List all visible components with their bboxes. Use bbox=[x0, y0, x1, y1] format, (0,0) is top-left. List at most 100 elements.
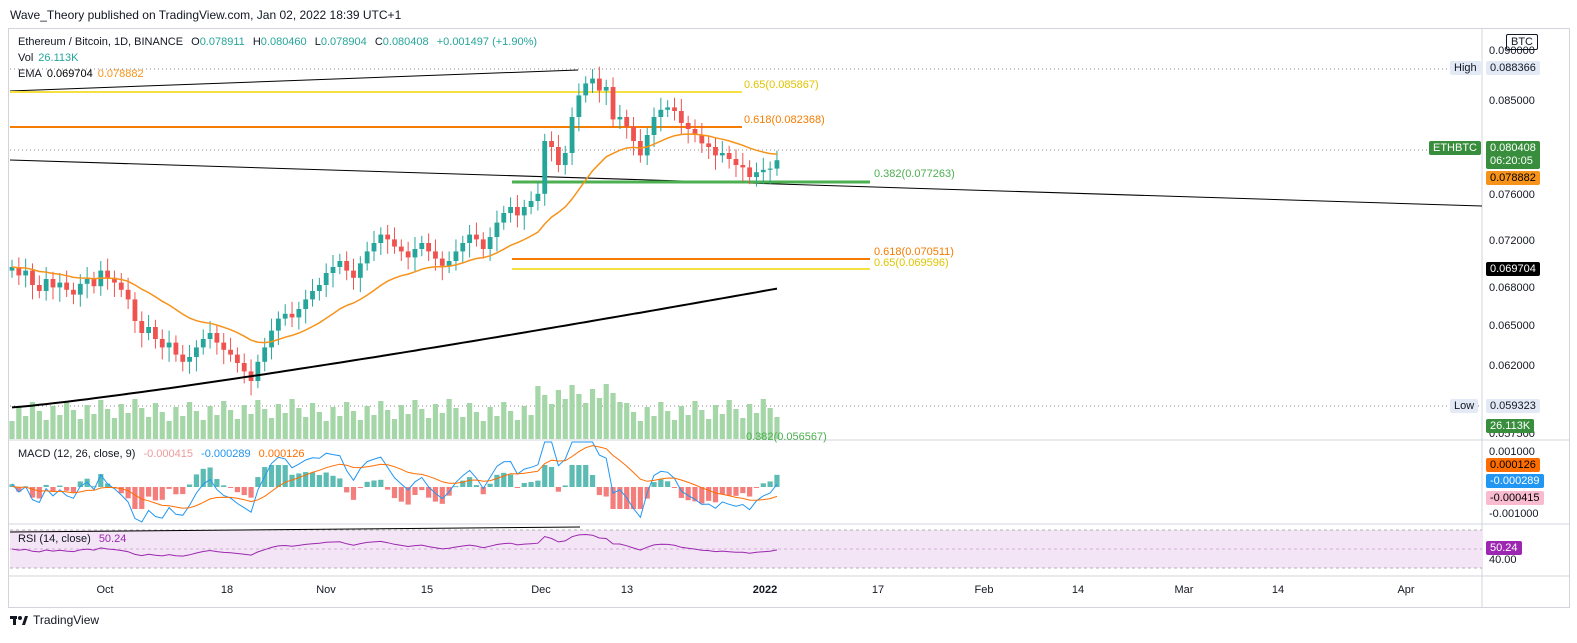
candle-body bbox=[166, 342, 172, 348]
macd-hist-bar bbox=[665, 481, 671, 487]
macd-hist-bar bbox=[64, 487, 70, 491]
volume-bar bbox=[767, 408, 773, 439]
candle-body bbox=[658, 109, 664, 117]
macd-hist-bar bbox=[29, 487, 36, 498]
macd-hist-bar bbox=[719, 487, 725, 495]
volume-bar bbox=[753, 413, 760, 439]
candle-body bbox=[760, 169, 766, 173]
volume-bar bbox=[275, 404, 281, 439]
macd-hist-bar bbox=[432, 487, 439, 502]
candle-body bbox=[153, 327, 158, 339]
macd-legend[interactable]: MACD (12, 26, close, 9) -0.000415 -0.000… bbox=[18, 448, 310, 460]
volume-legend[interactable]: Vol 26.113K bbox=[18, 52, 83, 64]
rsi-trendline bbox=[9, 526, 581, 533]
volume-bar bbox=[603, 384, 609, 439]
candle-body bbox=[433, 251, 438, 259]
volume-bar bbox=[91, 414, 97, 439]
volume-bar bbox=[36, 411, 42, 439]
volume-bar bbox=[84, 405, 90, 439]
candle-body bbox=[439, 258, 445, 266]
high-value-tag: 0.088366 bbox=[1486, 61, 1540, 75]
volume-bar bbox=[555, 390, 561, 439]
volume-bar bbox=[64, 401, 70, 439]
candle-body bbox=[740, 165, 746, 168]
macd-value-tag: -0.000289 bbox=[1486, 474, 1544, 488]
chart-frame[interactable] bbox=[8, 28, 1570, 608]
candle-body bbox=[351, 270, 356, 278]
ema-fast-value: 0.078882 bbox=[97, 68, 144, 80]
footer[interactable]: TradingView bbox=[10, 613, 99, 627]
macd-hist-bar bbox=[214, 479, 220, 487]
macd-hist-tag: -0.000415 bbox=[1486, 491, 1544, 505]
rsi-legend[interactable]: RSI (14, close) 50.24 bbox=[18, 533, 131, 545]
macd-hist-bar bbox=[159, 487, 165, 500]
macd-hist-bar bbox=[91, 486, 97, 488]
volume-bar bbox=[624, 403, 630, 439]
macd-hist-bar bbox=[658, 479, 664, 487]
close-label: C bbox=[374, 36, 383, 48]
macd-hist-bar bbox=[173, 487, 179, 495]
macd-hist-bar bbox=[118, 487, 124, 494]
candle-body bbox=[77, 283, 83, 295]
ema-legend[interactable]: EMA 0.069704 0.078882 bbox=[18, 68, 149, 80]
fib-label-upper-618: 0.618(0.082368) bbox=[744, 114, 825, 126]
candle-body bbox=[132, 299, 138, 321]
candle-body bbox=[460, 243, 466, 252]
volume-bar bbox=[473, 412, 480, 439]
macd-hist-bar bbox=[555, 487, 561, 492]
macd-hist-bar bbox=[589, 475, 596, 487]
candle-body bbox=[241, 363, 247, 372]
candle-body bbox=[316, 285, 322, 291]
macd-hist-bar bbox=[36, 487, 42, 499]
time-tick-13: 13 bbox=[620, 584, 634, 596]
candle-body bbox=[118, 282, 124, 290]
macd-hist-bar bbox=[398, 487, 404, 502]
candle-body bbox=[173, 342, 179, 355]
candle-body bbox=[330, 267, 336, 273]
volume-bar bbox=[439, 413, 445, 439]
candle-body bbox=[747, 167, 753, 177]
candle-body bbox=[337, 261, 343, 267]
currency-badge[interactable]: BTC bbox=[1506, 34, 1538, 50]
candle-body bbox=[528, 201, 534, 207]
macd-hist-bar bbox=[548, 466, 555, 487]
macd-hist-bar bbox=[221, 485, 227, 487]
macd-hist-bar bbox=[70, 487, 77, 493]
last-price-value: 0.080408 bbox=[1490, 142, 1536, 154]
low-tag: Low bbox=[1450, 399, 1479, 413]
volume-bar bbox=[610, 393, 616, 439]
volume-bar bbox=[432, 404, 439, 439]
candle-body bbox=[378, 234, 384, 243]
rsi-band bbox=[10, 530, 1482, 568]
macd-signal-tag: 0.000126 bbox=[1486, 458, 1540, 472]
time-tick-17: 17 bbox=[871, 584, 885, 596]
symbol-legend[interactable]: Ethereum / Bitcoin, 1D, BINANCE O0.07891… bbox=[18, 36, 542, 48]
volume-bar bbox=[569, 385, 575, 439]
rsi-tick: 40.00 bbox=[1489, 554, 1517, 566]
candle-body bbox=[64, 282, 70, 290]
macd-hist-bar bbox=[125, 487, 131, 499]
macd-hist-bar bbox=[678, 487, 684, 498]
symbol-title: Ethereum / Bitcoin, 1D, BINANCE bbox=[18, 36, 184, 48]
macd-hist-bar bbox=[323, 472, 329, 487]
macd-hist-bar bbox=[726, 487, 732, 496]
volume-bar bbox=[685, 415, 691, 439]
candle-body bbox=[672, 107, 677, 111]
candle-body bbox=[610, 87, 616, 120]
vol-label: Vol bbox=[18, 52, 34, 64]
candle-body bbox=[364, 251, 370, 264]
candle-body bbox=[71, 289, 76, 295]
fib-label-upper-65: 0.65(0.085867) bbox=[744, 79, 819, 91]
macd-hist-bar bbox=[692, 487, 698, 502]
candle-body bbox=[214, 333, 220, 343]
macd-hist-bar bbox=[617, 487, 623, 509]
candle-body bbox=[392, 239, 397, 247]
volume-bar bbox=[9, 421, 15, 439]
macd-hist-bar bbox=[712, 487, 719, 503]
time-tick-14b: 14 bbox=[1271, 584, 1285, 596]
price-tick-1: 0.090000 bbox=[1489, 45, 1535, 57]
candle-body bbox=[357, 263, 363, 278]
macd-hist-bar bbox=[740, 487, 746, 494]
macd-hist-bar bbox=[426, 487, 432, 498]
